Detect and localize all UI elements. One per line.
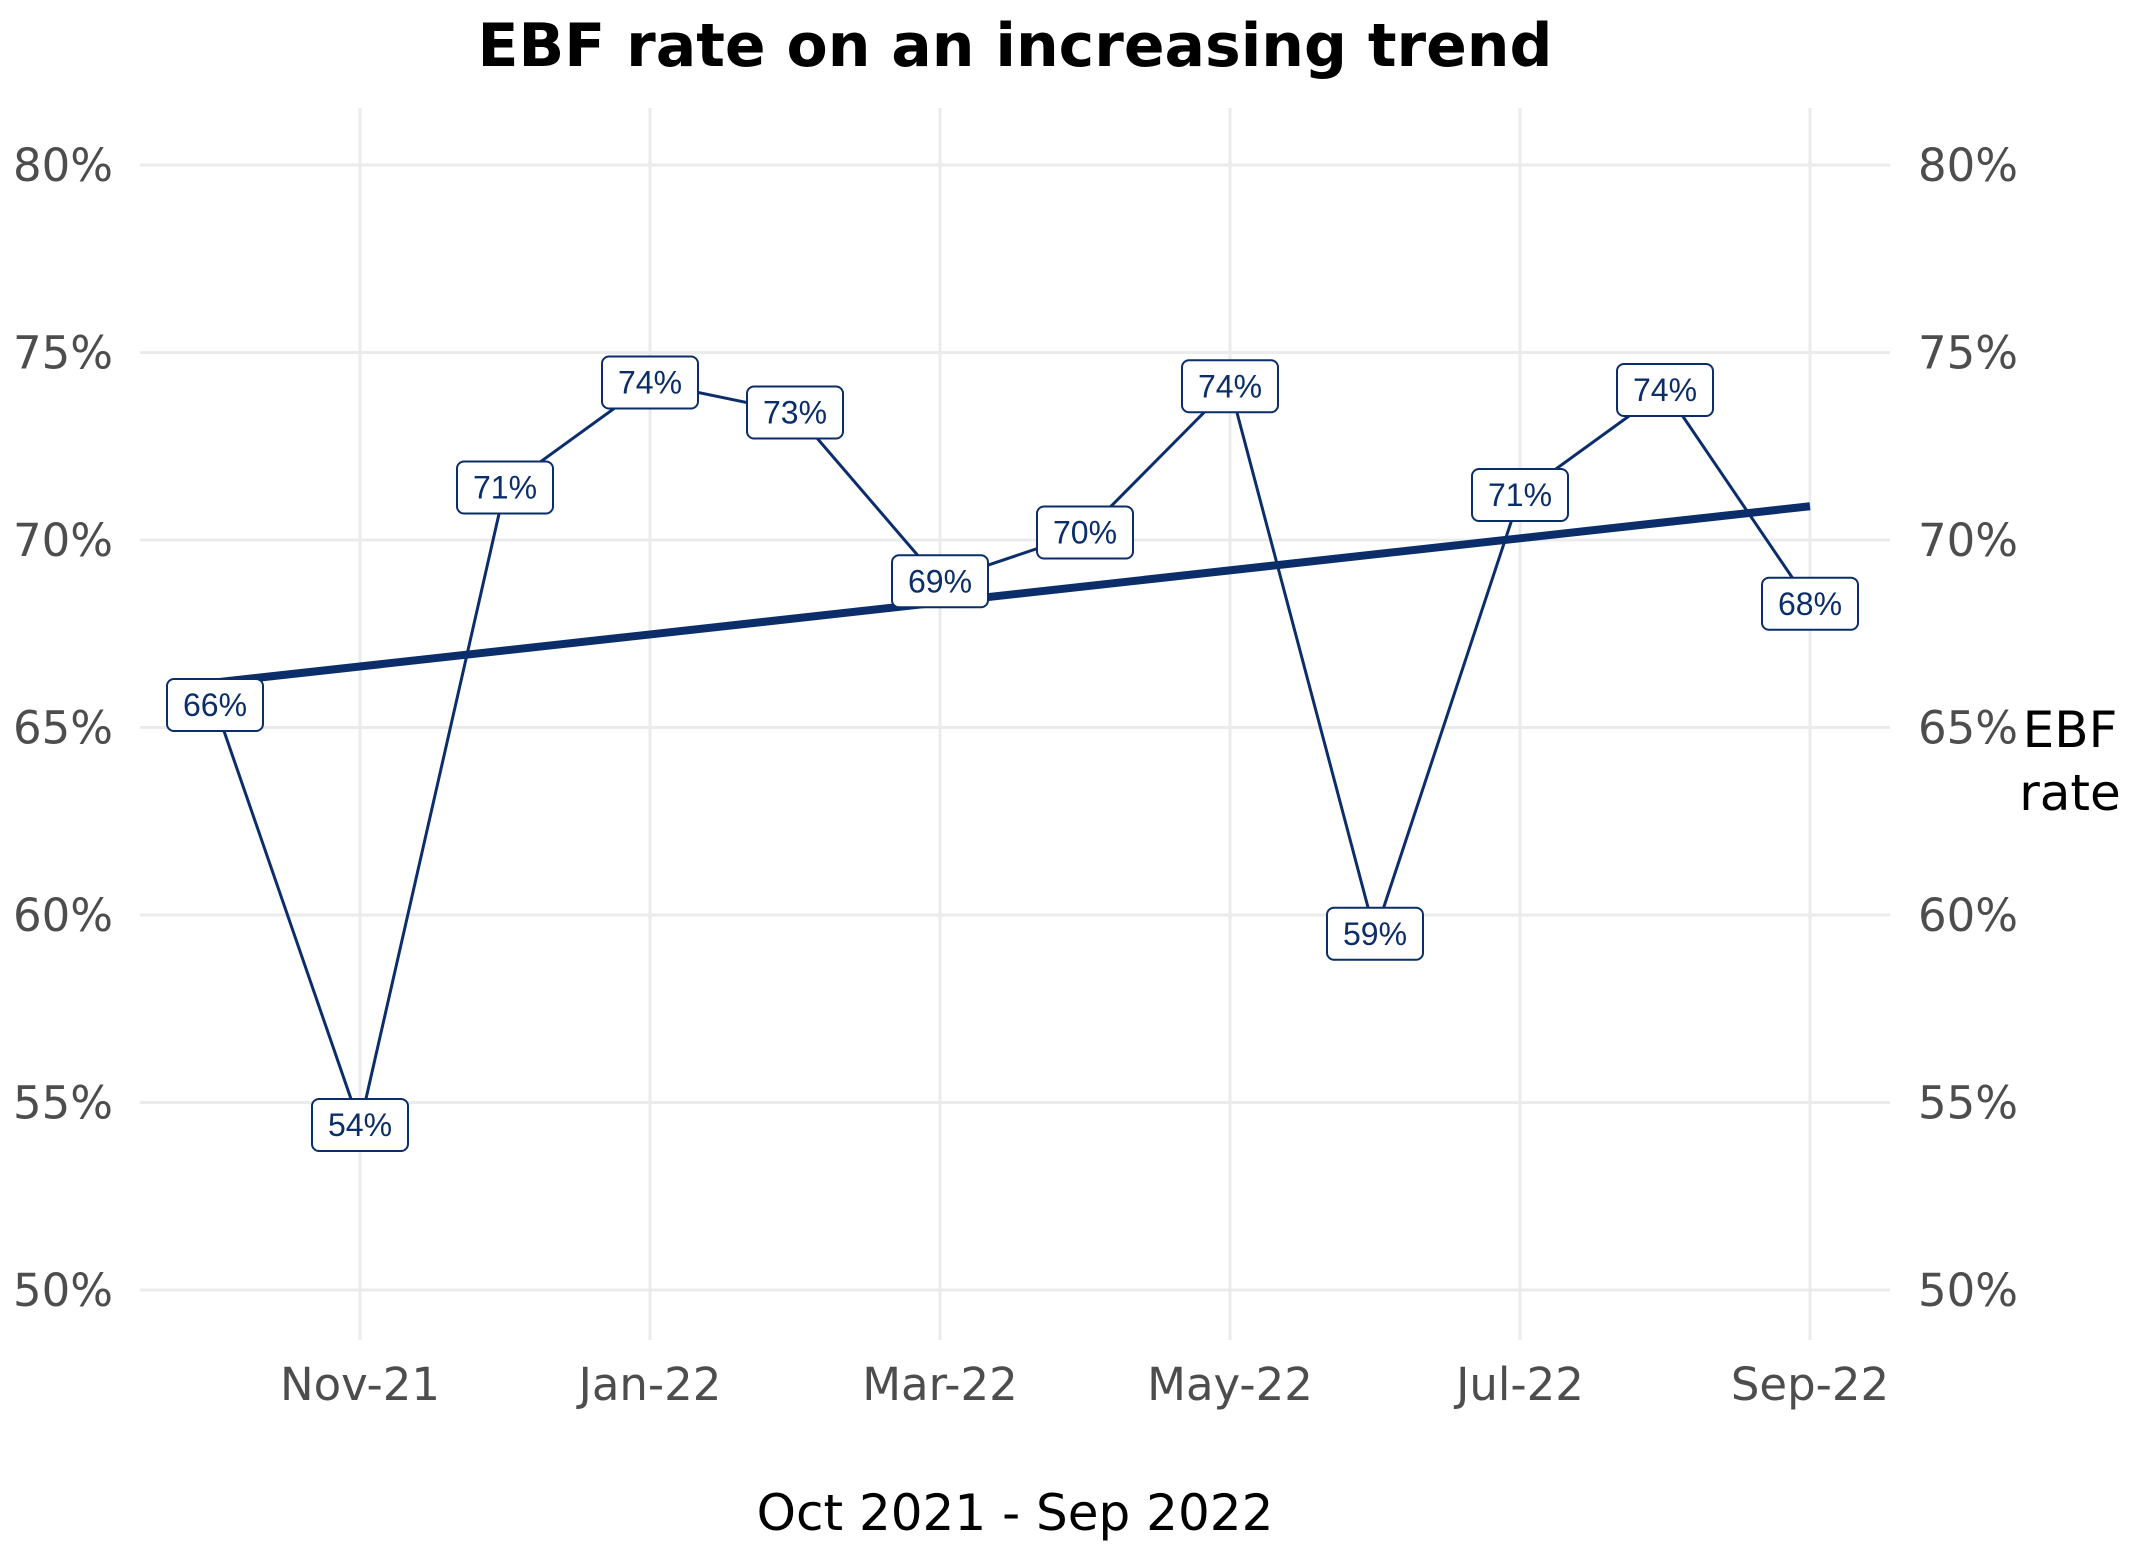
data-label-box — [1761, 576, 1859, 631]
x-tick-label: Nov-21 — [280, 1358, 440, 1411]
y-axis-left: 50% 55% 60% 65% 70% 75% 80% — [13, 139, 113, 1317]
data-label-text: 69% — [908, 563, 972, 599]
data-label: 73% — [746, 385, 844, 440]
data-label-text: 59% — [1343, 916, 1407, 952]
data-label: 70% — [1036, 505, 1134, 560]
data-label-box — [1181, 359, 1279, 414]
data-label-text: 73% — [763, 395, 827, 431]
y-axis-title-line2: rate — [2019, 764, 2121, 822]
x-axis: Nov-21 Jan-22 Mar-22 May-22 Jul-22 Sep-22 — [280, 1358, 1889, 1411]
x-tick-label: Sep-22 — [1731, 1358, 1889, 1411]
y-tick-label-left: 80% — [13, 139, 113, 192]
data-label-box — [166, 678, 264, 732]
data-label-text: 74% — [1633, 372, 1697, 408]
y-axis-title-line1: EBF — [2023, 701, 2118, 759]
data-label: 54% — [311, 1098, 409, 1152]
data-label: 66% — [166, 678, 264, 732]
data-label-box — [601, 355, 699, 410]
y-tick-label-left: 50% — [13, 1264, 113, 1317]
y-tick-label-right: 80% — [1918, 139, 2018, 192]
data-label-box — [1616, 363, 1714, 417]
x-axis-title: Oct 2021 - Sep 2022 — [757, 1484, 1274, 1542]
data-label-text: 71% — [1488, 477, 1552, 513]
data-label-box — [311, 1098, 409, 1152]
x-tick-label: Jul-22 — [1453, 1358, 1584, 1411]
data-label-text: 74% — [1198, 368, 1262, 404]
y-tick-label-left: 65% — [13, 702, 113, 755]
data-label: 71% — [456, 460, 554, 515]
data-label-text: 68% — [1778, 586, 1842, 622]
y-tick-label-right: 55% — [1918, 1077, 2018, 1130]
y-tick-label-right: 70% — [1918, 514, 2018, 567]
series-layer — [213, 380, 1812, 1131]
y-axis-right: 50% 55% 60% 65% 70% 75% 80% — [1918, 139, 2018, 1317]
y-tick-label-left: 70% — [13, 514, 113, 567]
y-tick-label-left: 55% — [13, 1077, 113, 1130]
x-tick-label: Mar-22 — [862, 1358, 1018, 1411]
data-labels: 66% 54% 71% 74% 73% 69% 70% 74% 59% 71% 74% 68% — [166, 355, 1859, 1152]
data-label: 74% — [601, 355, 699, 410]
y-tick-label-left: 75% — [13, 327, 113, 380]
data-label-box — [1036, 505, 1134, 560]
y-tick-label-right: 60% — [1918, 889, 2018, 942]
y-tick-label-right: 75% — [1918, 327, 2018, 380]
data-label: 59% — [1326, 906, 1424, 961]
data-label-box — [456, 460, 554, 515]
grid — [140, 108, 1890, 1340]
data-label-text: 54% — [328, 1107, 392, 1143]
trend-layer — [214, 502, 1811, 687]
y-tick-label-left: 60% — [13, 889, 113, 942]
x-tick-label: May-22 — [1147, 1358, 1313, 1411]
trend-line — [214, 502, 1811, 687]
chart-title: EBF rate on an increasing trend — [478, 11, 1553, 81]
x-tick-label: Jan-22 — [576, 1358, 722, 1411]
data-label-text: 70% — [1053, 515, 1117, 551]
data-label-text: 74% — [618, 365, 682, 401]
data-label-text: 71% — [473, 470, 537, 506]
data-label-box — [1326, 906, 1424, 961]
data-label-box — [1471, 468, 1569, 522]
data-label: 69% — [891, 554, 989, 609]
data-label-box — [746, 385, 844, 440]
data-label-text: 66% — [183, 687, 247, 723]
data-label-box — [891, 554, 989, 609]
data-label: 68% — [1761, 576, 1859, 631]
data-label: 74% — [1181, 359, 1279, 414]
data-label: 71% — [1471, 468, 1569, 522]
series-line — [213, 380, 1812, 1131]
data-label: 74% — [1616, 363, 1714, 417]
y-tick-label-right: 50% — [1918, 1264, 2018, 1317]
y-tick-label-right: 65% — [1918, 702, 2018, 755]
